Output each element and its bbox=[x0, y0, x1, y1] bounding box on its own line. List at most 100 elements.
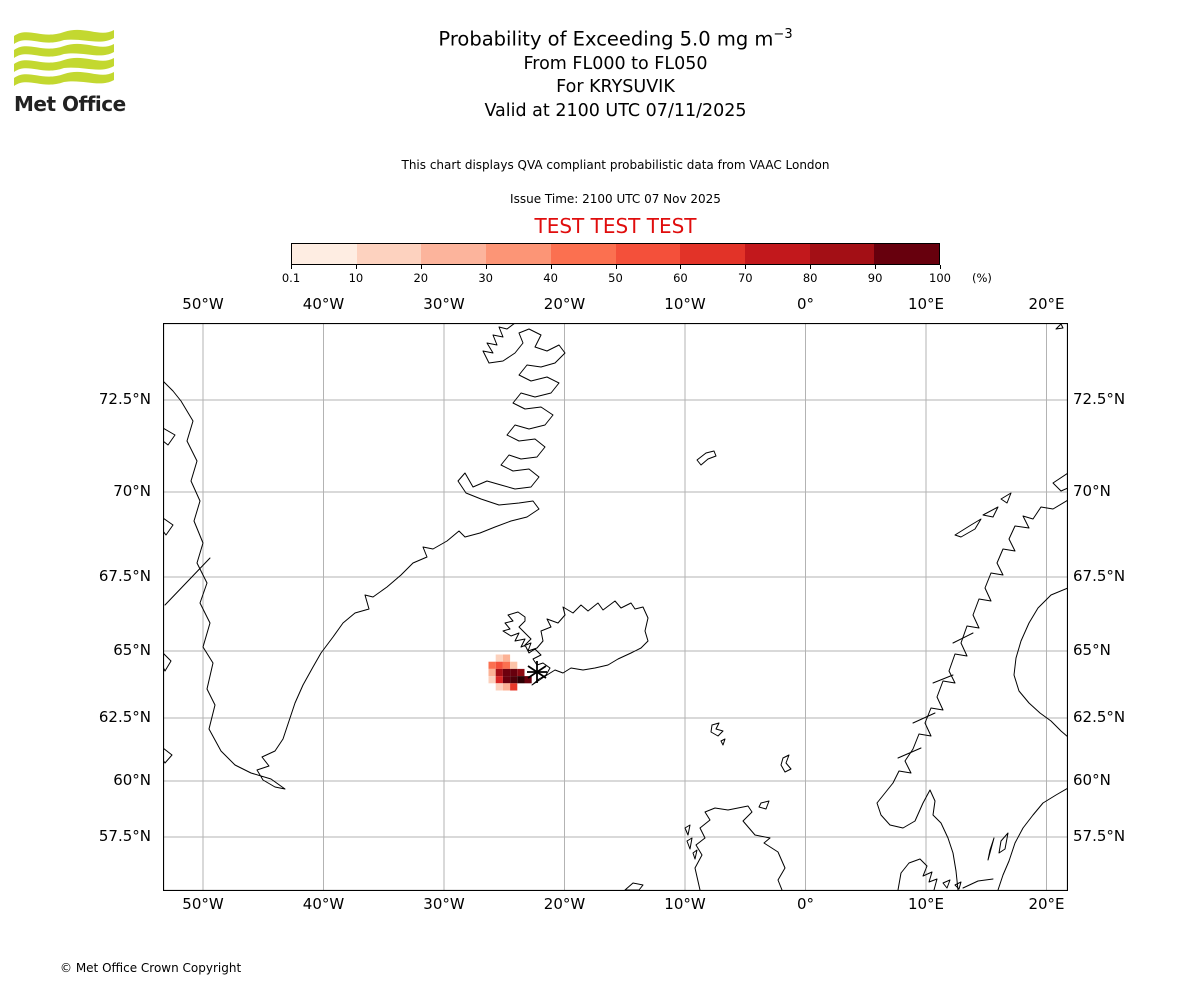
colorbar-tick bbox=[485, 265, 487, 269]
axis-tick-label: 65°N bbox=[113, 641, 151, 660]
coastline-path bbox=[164, 557, 211, 606]
colorbar-segment bbox=[744, 244, 810, 264]
probability-cell bbox=[495, 676, 503, 684]
colorbar-tick bbox=[810, 265, 812, 269]
probability-cell bbox=[502, 661, 511, 669]
probability-cell bbox=[495, 668, 503, 677]
latitude-labels-left: 72.5°N 70°N 67.5°N 65°N 62.5°N 60°N 57.5°N bbox=[0, 323, 157, 891]
colorbar-tick-label: 60 bbox=[673, 271, 688, 285]
coastline-path bbox=[780, 754, 792, 773]
met-office-logo: Met Office bbox=[14, 26, 134, 116]
coastline-path bbox=[1055, 323, 1064, 330]
probability-cells bbox=[488, 654, 532, 691]
coastline-path bbox=[962, 878, 994, 889]
probability-cell bbox=[517, 668, 525, 677]
colorbar-tick-label: 10 bbox=[348, 271, 364, 285]
probability-cell bbox=[510, 661, 518, 669]
axis-tick-label: 10°E bbox=[907, 295, 945, 313]
coastline-path bbox=[952, 632, 974, 644]
colorbar-tick bbox=[745, 265, 747, 269]
axis-tick-label: 62.5°N bbox=[1073, 708, 1126, 727]
colorbar-tick bbox=[940, 265, 941, 269]
axis-tick-label: 50°W bbox=[182, 295, 224, 313]
page-title-text: Probability of Exceeding 5.0 mg m bbox=[438, 27, 774, 51]
probability-cell bbox=[495, 654, 503, 662]
logo-wave-stripe bbox=[14, 29, 114, 44]
coastline-path bbox=[1000, 492, 1012, 504]
colorbar-tick bbox=[291, 265, 292, 269]
axis-tick-label: 62.5°N bbox=[98, 708, 151, 727]
colorbar-tick bbox=[615, 265, 617, 269]
colorbar-tick-label: 30 bbox=[478, 271, 494, 285]
colorbar-tick-label: 70 bbox=[737, 271, 753, 285]
met-office-logo-text: Met Office bbox=[14, 92, 126, 116]
logo-wave-stripe bbox=[14, 71, 114, 86]
coastline-path bbox=[897, 858, 938, 891]
coastline-path bbox=[163, 427, 176, 446]
coastline-path bbox=[163, 323, 566, 790]
coastline-path bbox=[758, 800, 770, 810]
colorbar-segment bbox=[680, 244, 745, 264]
colorbar-tick bbox=[680, 265, 682, 269]
axis-tick-label: 20°W bbox=[543, 895, 586, 913]
longitude-labels-bottom: 50°W 40°W 30°W 20°W 10°W 0° 10°E 20°E bbox=[163, 895, 1068, 915]
coastline-path bbox=[686, 837, 693, 850]
probability-cell bbox=[495, 683, 503, 691]
coastline-path bbox=[912, 712, 936, 724]
axis-tick-label: 70°N bbox=[1073, 482, 1111, 501]
coastline-path bbox=[998, 832, 1009, 854]
probability-cell bbox=[495, 661, 503, 669]
probability-cell bbox=[502, 683, 511, 691]
colorbar-tick-label: 40 bbox=[543, 271, 558, 285]
coastline-path bbox=[897, 747, 922, 759]
axis-tick-label: 10°W bbox=[664, 895, 706, 913]
graticule-gridlines bbox=[163, 323, 1068, 891]
probability-cell bbox=[502, 676, 511, 684]
axis-tick-label: 40°W bbox=[302, 895, 345, 913]
colorbar-unit-label: (%) bbox=[972, 271, 992, 285]
colorbar-tick-label: 80 bbox=[802, 271, 818, 285]
coastline-path bbox=[720, 738, 726, 746]
axis-tick-label: 0° bbox=[796, 895, 815, 913]
colorbar-ticks bbox=[291, 265, 941, 270]
colorbar-tick-labels: 0.1 10 20 30 40 50 60 70 80 90 100 bbox=[282, 271, 991, 287]
logo-wave-stripe bbox=[14, 43, 114, 58]
probability-cell bbox=[502, 668, 511, 677]
axis-tick-label: 20°E bbox=[1028, 895, 1065, 913]
colorbar-tick-label: 20 bbox=[413, 271, 429, 285]
page-title-superscript: −3 bbox=[773, 27, 793, 42]
axis-tick-label: 40°W bbox=[302, 295, 345, 313]
axis-tick-label: 60°N bbox=[113, 771, 151, 790]
probability-cell bbox=[510, 668, 518, 677]
probability-cell bbox=[502, 654, 511, 662]
colorbar-tick bbox=[875, 265, 877, 269]
copyright-notice: © Met Office Crown Copyright bbox=[60, 961, 242, 975]
page-title: Probability of Exceeding 5.0 mg m−3 bbox=[163, 26, 1068, 53]
axis-tick-label: 20°W bbox=[543, 295, 586, 313]
coastline-path bbox=[1013, 587, 1068, 738]
probability-cell bbox=[510, 676, 518, 684]
colorbar-segment bbox=[356, 244, 422, 264]
met-office-logo-waves-icon bbox=[14, 29, 114, 86]
colorbar-tick-label: 50 bbox=[608, 271, 623, 285]
axis-tick-label: 60°N bbox=[1073, 771, 1111, 790]
coastline-path bbox=[163, 652, 172, 672]
map-border bbox=[163, 323, 1068, 891]
axis-tick-label: 57.5°N bbox=[98, 827, 151, 846]
map-canvas bbox=[163, 323, 1068, 891]
coastline-path bbox=[694, 805, 786, 891]
colorbar-segment bbox=[874, 244, 940, 264]
coastline-path bbox=[982, 506, 999, 518]
coastline-path bbox=[624, 882, 644, 891]
colorbar-segment bbox=[486, 244, 551, 264]
longitude-labels-top: 50°W 40°W 30°W 20°W 10°W 0° 10°E 20°E bbox=[163, 295, 1068, 315]
colorbar-segment bbox=[809, 244, 875, 264]
axis-tick-label: 57.5°N bbox=[1073, 827, 1126, 846]
map-panel bbox=[163, 323, 1068, 891]
axis-tick-label: 70°N bbox=[113, 482, 151, 501]
coastlines bbox=[163, 323, 1068, 891]
axis-tick-label: 72.5°N bbox=[98, 390, 151, 409]
coastline-path bbox=[692, 849, 698, 860]
axis-tick-label: 65°N bbox=[1073, 641, 1111, 660]
coastline-path bbox=[997, 787, 1068, 891]
